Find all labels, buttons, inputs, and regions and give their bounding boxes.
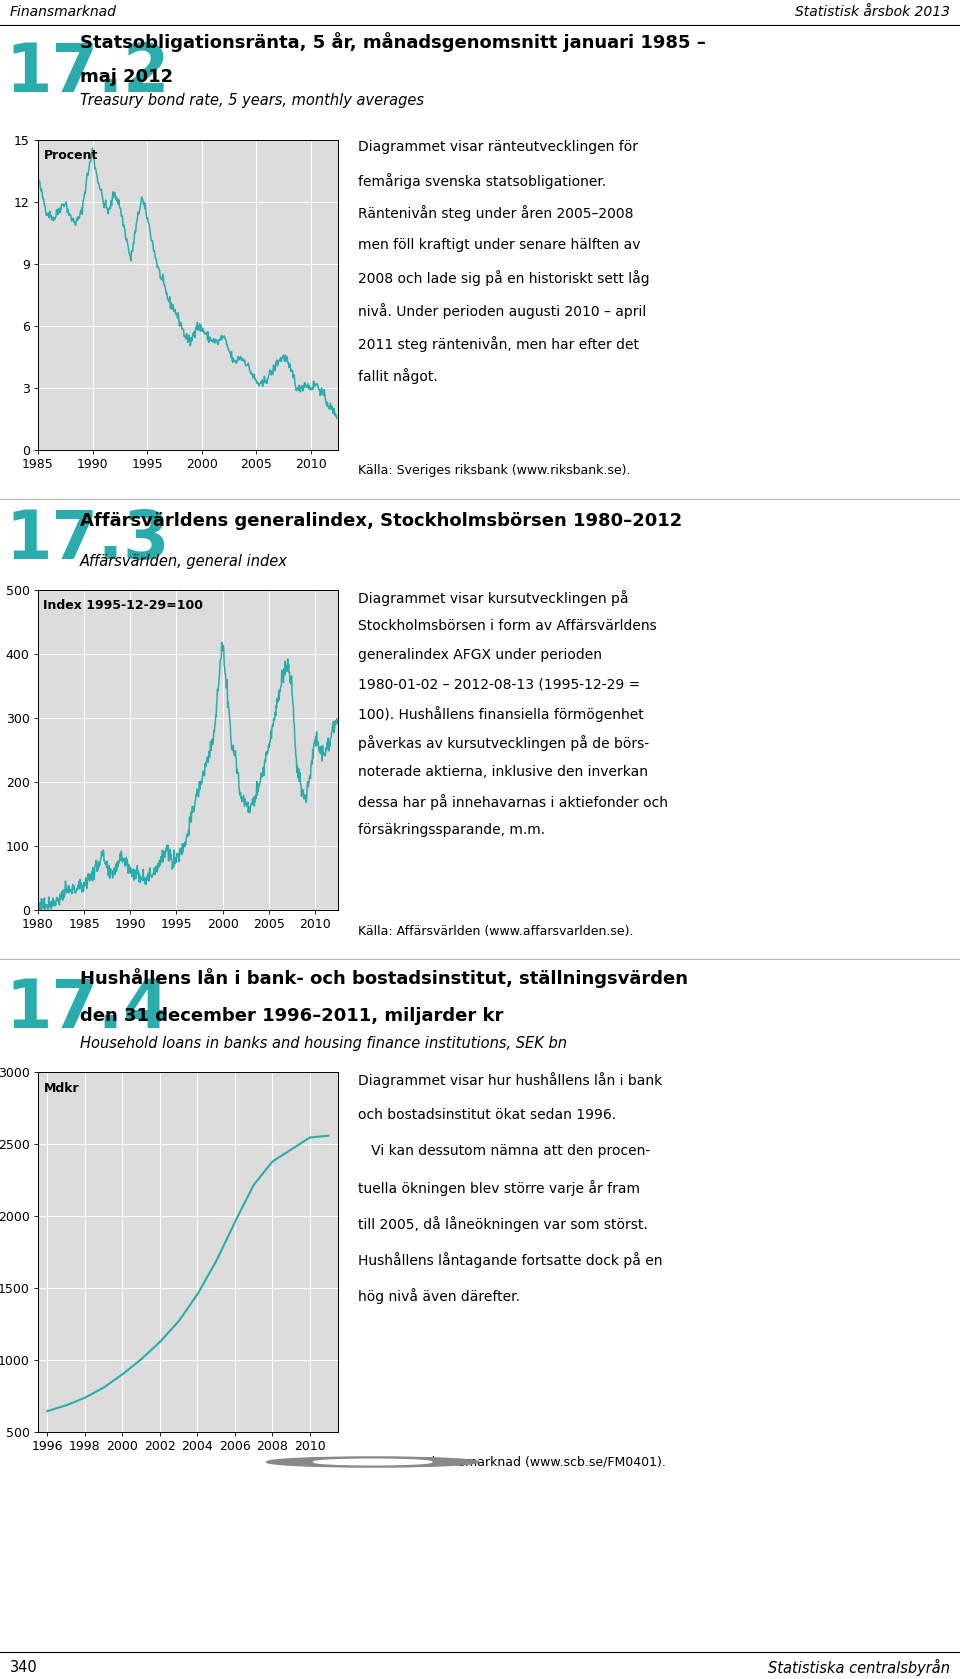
Text: fallit något.: fallit något.: [358, 368, 438, 384]
Text: maj 2012: maj 2012: [80, 69, 173, 86]
Text: hög nivå även därefter.: hög nivå även därefter.: [358, 1288, 520, 1305]
Text: Diagrammet visar ränteutvecklingen för: Diagrammet visar ränteutvecklingen för: [358, 139, 638, 154]
Text: Källa: Affärsvärlden (www.affarsvarlden.se).: Källa: Affärsvärlden (www.affarsvarlden.…: [358, 925, 634, 937]
Text: noterade aktierna, inklusive den inverkan: noterade aktierna, inklusive den inverka…: [358, 764, 648, 779]
Text: Diagrammet visar kursutvecklingen på: Diagrammet visar kursutvecklingen på: [358, 589, 629, 606]
Text: 2011 steg räntenivån, men har efter det: 2011 steg räntenivån, men har efter det: [358, 336, 639, 351]
Text: men föll kraftigt under senare hälften av: men föll kraftigt under senare hälften a…: [358, 238, 640, 252]
Text: Diagrammet visar hur hushållens lån i bank: Diagrammet visar hur hushållens lån i ba…: [358, 1071, 662, 1088]
Text: 340: 340: [10, 1661, 37, 1676]
Text: Statsobligationsränta, 5 år, månadsgenomsnitt januari 1985 –: Statsobligationsränta, 5 år, månadsgenom…: [80, 32, 706, 52]
Text: Procent: Procent: [43, 149, 98, 161]
Text: Statistiska centralsbyrån: Statistiska centralsbyrån: [768, 1659, 950, 1676]
Text: Index 1995-12-29=100: Index 1995-12-29=100: [43, 599, 204, 611]
Text: Källa: Sveriges riksbank (www.riksbank.se).: Källa: Sveriges riksbank (www.riksbank.s…: [358, 465, 631, 477]
Text: och bostadsinstitut ökat sedan 1996.: och bostadsinstitut ökat sedan 1996.: [358, 1108, 616, 1122]
Text: 2008 och lade sig på en historiskt sett låg: 2008 och lade sig på en historiskt sett …: [358, 270, 650, 287]
Text: Finansmarknad: Finansmarknad: [10, 5, 116, 18]
Text: femåriga svenska statsobligationer.: femåriga svenska statsobligationer.: [358, 173, 607, 188]
Text: den 31 december 1996–2011, miljarder kr: den 31 december 1996–2011, miljarder kr: [80, 1007, 503, 1024]
Text: till 2005, då låneökningen var som störst.: till 2005, då låneökningen var som störs…: [358, 1216, 648, 1232]
Text: 17.4: 17.4: [5, 977, 169, 1043]
Text: Household loans in banks and housing finance institutions, SEK bn: Household loans in banks and housing fin…: [80, 1036, 567, 1051]
Text: Stockholmsbörsen i form av Affärsvärldens: Stockholmsbörsen i form av Affärsvärlden…: [358, 620, 657, 633]
Text: nivå. Under perioden augusti 2010 – april: nivå. Under perioden augusti 2010 – apri…: [358, 304, 646, 319]
Text: dessa har på innehavarnas i aktiefonder och: dessa har på innehavarnas i aktiefonder …: [358, 794, 668, 809]
Text: Mdkr: Mdkr: [43, 1081, 79, 1095]
Text: 17.2: 17.2: [5, 40, 169, 106]
Text: Affärsvärlden, general index: Affärsvärlden, general index: [80, 554, 288, 569]
Text: Affärsvärldens generalindex, Stockholmsbörsen 1980–2012: Affärsvärldens generalindex, Stockholmsb…: [80, 512, 683, 529]
Text: SCB Finansmarknad (www.scb.se/FM0401).: SCB Finansmarknad (www.scb.se/FM0401).: [396, 1456, 666, 1469]
Circle shape: [267, 1457, 479, 1467]
Text: 1980-01-02 – 2012-08-13 (1995-12-29 =: 1980-01-02 – 2012-08-13 (1995-12-29 =: [358, 677, 640, 692]
Text: tuella ökningen blev större varje år fram: tuella ökningen blev större varje år fra…: [358, 1180, 640, 1195]
Circle shape: [314, 1459, 432, 1464]
Text: Treasury bond rate, 5 years, monthly averages: Treasury bond rate, 5 years, monthly ave…: [80, 94, 424, 109]
Text: Hushållens lån i bank- och bostadsinstitut, ställningsvärden: Hushållens lån i bank- och bostadsinstit…: [80, 969, 688, 987]
Text: Räntenivån steg under åren 2005–2008: Räntenivån steg under åren 2005–2008: [358, 205, 634, 222]
Text: Statistisk årsbok 2013: Statistisk årsbok 2013: [796, 5, 950, 18]
Text: Vi kan dessutom nämna att den procen-: Vi kan dessutom nämna att den procen-: [358, 1143, 650, 1159]
Text: 17.3: 17.3: [5, 507, 169, 574]
Text: Hushållens låntagande fortsatte dock på en: Hushållens låntagande fortsatte dock på …: [358, 1253, 662, 1268]
Text: påverkas av kursutvecklingen på de börs-: påverkas av kursutvecklingen på de börs-: [358, 735, 649, 752]
Text: generalindex AFGX under perioden: generalindex AFGX under perioden: [358, 648, 602, 662]
Text: 100). Hushållens finansiella förmögenhet: 100). Hushållens finansiella förmögenhet: [358, 707, 644, 722]
Text: försäkringssparande, m.m.: försäkringssparande, m.m.: [358, 823, 545, 836]
